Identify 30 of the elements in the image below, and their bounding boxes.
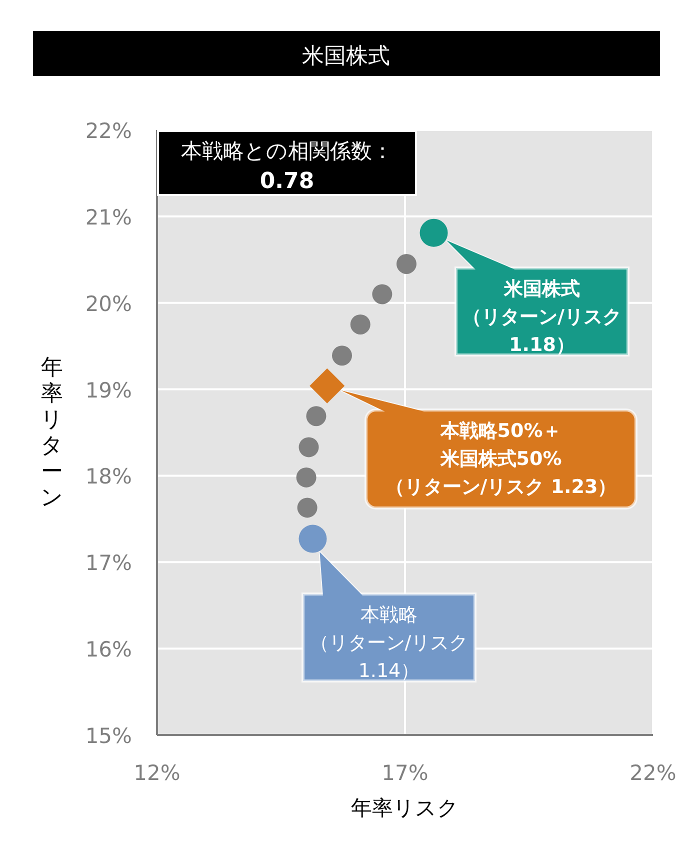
chart-title: 米国株式: [302, 44, 390, 69]
y-tick-label: 21%: [85, 205, 132, 230]
y-tick-label: 18%: [85, 464, 132, 489]
point: [310, 368, 345, 404]
y-tick-label: 20%: [85, 292, 132, 316]
annotation: 本戦略との相関係数：: [181, 139, 393, 163]
point: [350, 314, 370, 334]
annotation: 本戦略（リターン/リスク1.14）: [310, 604, 468, 682]
y-tick-label: 15%: [85, 724, 132, 748]
point: [332, 346, 352, 366]
annotation: 本戦略50%＋米国株式50%（リターン/リスク 1.23）: [385, 420, 617, 498]
point: [296, 467, 316, 488]
y-tick-label: 19%: [85, 378, 132, 402]
point: [372, 284, 392, 304]
annotation: 米国株式（リターン/リスク1.18）: [462, 278, 622, 356]
x-tick-label: 12%: [134, 761, 180, 785]
y-tick-label: 17%: [85, 551, 132, 576]
point: [297, 498, 318, 518]
point: [298, 437, 319, 458]
y-tick-label: 22%: [85, 119, 132, 143]
point: [420, 218, 448, 247]
y-tick-label: 16%: [85, 638, 132, 662]
x-tick-label: 22%: [630, 761, 676, 785]
x-tick-label: 17%: [382, 761, 428, 785]
point: [298, 524, 327, 553]
point: [306, 406, 326, 426]
y-axis-title: 年率リターン: [40, 356, 64, 510]
x-axis-title: 年率リスク: [351, 796, 459, 820]
point: [396, 254, 416, 274]
annotation: 0.78: [260, 169, 314, 194]
